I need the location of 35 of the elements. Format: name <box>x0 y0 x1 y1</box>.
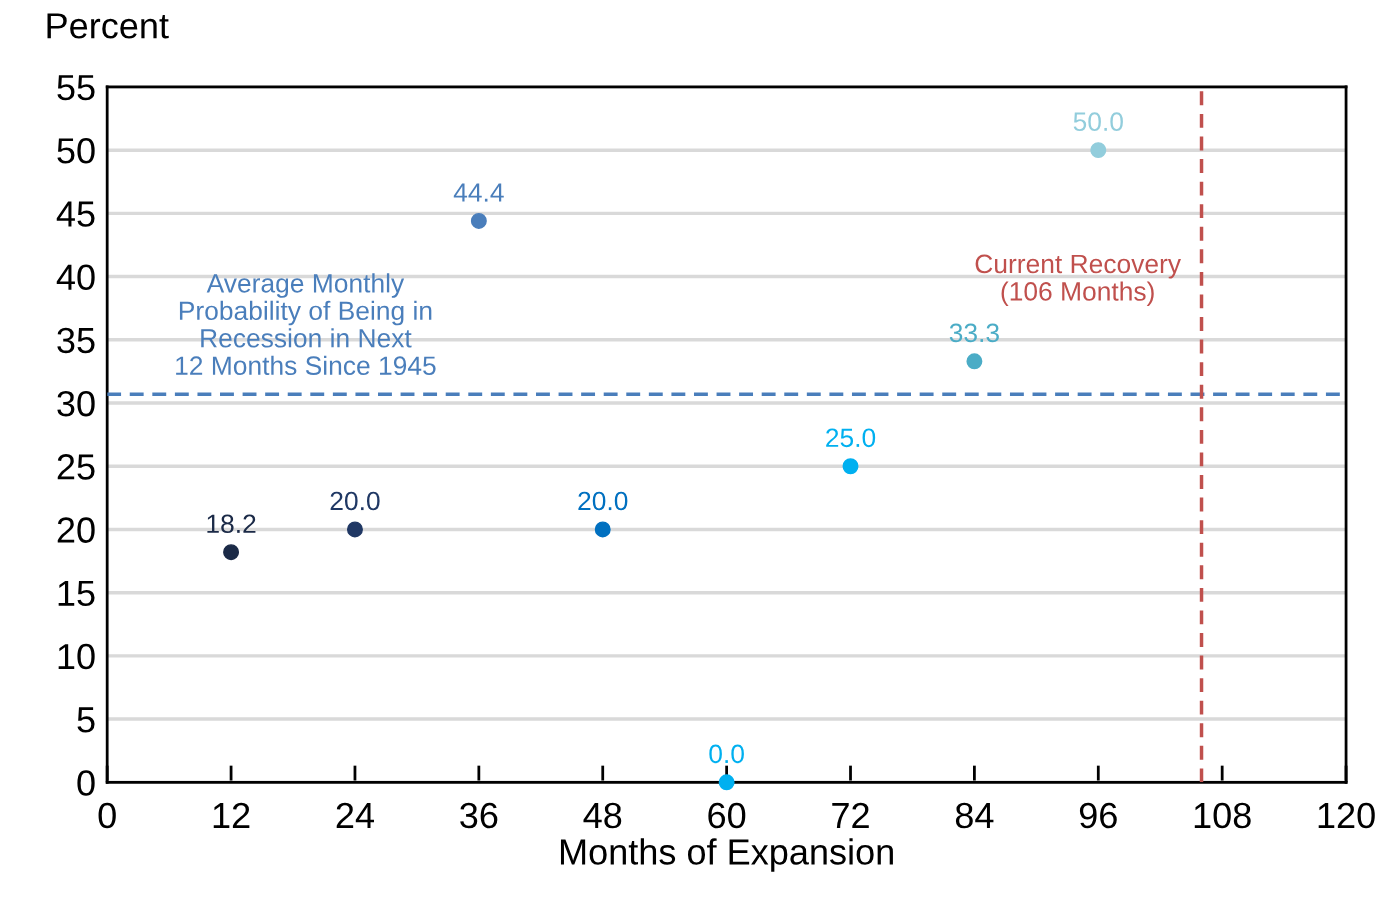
ref-line-label: Average Monthly Probability of Being in Recession in Next 12 Months Since 1945 <box>176 273 436 376</box>
x-tick-label: 60 <box>708 802 746 829</box>
x-tick-label: 36 <box>460 802 498 829</box>
x-tick-label: 108 <box>1194 802 1251 829</box>
x-axis-title: Months of Expansion <box>560 838 893 872</box>
x-tick-label: 84 <box>955 802 994 829</box>
y-tick-label: 20 <box>57 517 95 543</box>
y-tick-label: 40 <box>56 264 95 291</box>
y-tick-label: 0 <box>77 770 95 796</box>
y-tick-label: 30 <box>57 390 95 417</box>
data-label: 25.0 <box>826 428 876 448</box>
y-tick-label: 55 <box>57 75 95 101</box>
data-label: 18.2 <box>207 514 256 534</box>
y-tick-label: 15 <box>58 580 95 607</box>
data-label: 44.4 <box>453 183 504 202</box>
y-axis-title: Percent <box>47 13 169 39</box>
x-tick-label: 0 <box>98 802 116 829</box>
x-tick-label: 48 <box>583 802 622 829</box>
x-tick-label: 72 <box>832 802 869 828</box>
y-tick-label: 35 <box>57 327 95 354</box>
data-label: 50.0 <box>1073 112 1123 132</box>
x-tick-label: 12 <box>213 802 250 828</box>
y-tick-label: 50 <box>57 138 95 164</box>
x-tick-label: 120 <box>1318 802 1375 829</box>
y-tick-label: 45 <box>56 201 95 227</box>
data-label: 20.0 <box>330 491 380 511</box>
data-label: 20.0 <box>578 491 628 511</box>
y-tick-label: 10 <box>58 643 95 670</box>
ref-line-label: Current Recovery (106 Months) <box>975 254 1181 306</box>
y-tick-label: 5 <box>77 707 95 733</box>
data-label: 0.0 <box>709 744 744 764</box>
y-tick-label: 25 <box>57 454 95 480</box>
data-label: 33.3 <box>949 323 999 343</box>
x-tick-label: 96 <box>1079 802 1117 829</box>
x-tick-label: 24 <box>336 802 374 828</box>
